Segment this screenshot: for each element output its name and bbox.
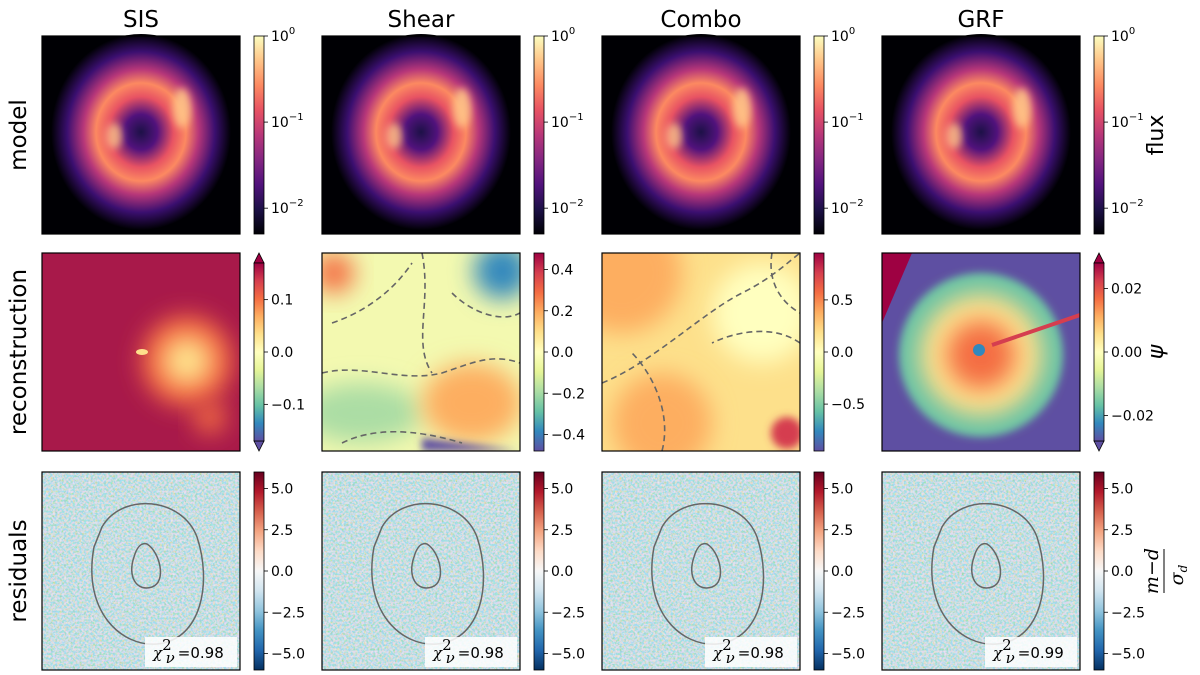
colorbar-tick-label: 2.5	[271, 523, 293, 539]
colorbar-tick-label: −0.2	[551, 386, 585, 402]
colorbar-tick-label: −5.0	[551, 647, 585, 663]
colorbar-tick-label: −2.5	[831, 605, 865, 621]
column-title-combo: Combo	[660, 7, 741, 33]
colorbar-tick-label: 0.00	[1111, 345, 1142, 361]
colorbar-reconstruction-shear: 0.4 0.2 0.0 −0.2 −0.4	[533, 252, 585, 452]
colorbar-tick-label: 0.0	[551, 345, 573, 361]
chi2-box	[145, 637, 237, 667]
colorbar-residuals-grf: 5.0 2.5 0.0 −2.5 −5.0	[1093, 471, 1145, 671]
panel-reconstruction-combo	[601, 252, 801, 452]
colorbar-tick-label: 10−1	[551, 112, 584, 131]
colorbar-tick-label: 10−2	[551, 198, 584, 217]
colorbar-tick-label: 10−2	[831, 198, 864, 217]
panel-model-shear	[321, 34, 521, 235]
colorbar-tick-label: 100	[271, 26, 295, 45]
colorbar-model-grf: 100 10−1 10−2	[1093, 26, 1144, 235]
colorbar-tick-label: 2.5	[1111, 523, 1133, 539]
row-label-model: model	[6, 99, 32, 171]
colorbar-tick-label: −5.0	[1111, 647, 1145, 663]
colorbar-tick-label: −0.5	[831, 397, 865, 413]
panel-residuals-combo: χ2 ν =0.98	[601, 471, 801, 671]
colorbar-tick-label: 100	[551, 26, 575, 45]
colorbar-labels: flux ψ m−d σd	[1141, 115, 1190, 594]
colorbar-tick-label: 0.5	[831, 293, 853, 309]
colorbar-reconstruction-sis: 0.1 0.0 −0.1	[253, 252, 305, 452]
colorbar-reconstruction-grf: 0.02 0.00 −0.02	[1093, 252, 1154, 452]
column-title-grf: GRF	[957, 7, 1004, 33]
colorbar-tick-label: 5.0	[1111, 482, 1133, 498]
colorbar-tick-label: −2.5	[271, 605, 305, 621]
colorbar-tick-label: 5.0	[551, 482, 573, 498]
colorbar-tick-label: 10−1	[1111, 112, 1144, 131]
colorbar-label-flux: flux	[1144, 115, 1169, 156]
chi2-annotation: χ2 ν =0.98	[152, 636, 224, 667]
colorbar-residuals-shear: 5.0 2.5 0.0 −2.5 −5.0	[533, 471, 585, 671]
chi2-annotation: χ2 ν =0.99	[992, 636, 1064, 667]
colorbar-tick-label: 0.0	[1111, 564, 1133, 580]
colorbar-tick-label: 0.02	[1111, 281, 1142, 297]
column-titles: SIS Shear Combo GRF	[123, 7, 1005, 33]
svg-text:σd: σd	[1166, 564, 1190, 585]
colorbar-tick-label: 0.2	[551, 304, 573, 320]
panel-residuals-grf: χ2 ν =0.99	[881, 471, 1081, 671]
colorbar-model-shear: 100 10−1 10−2	[533, 26, 584, 235]
colorbar-tick-label: −5.0	[831, 647, 865, 663]
row-label-reconstruction: reconstruction	[6, 269, 32, 435]
colorbar-tick-label: 10−2	[1111, 198, 1144, 217]
panel-reconstruction-grf	[881, 252, 1081, 452]
colorbar-label-residual: m−d σd	[1141, 548, 1190, 594]
row-label-residuals: residuals	[6, 519, 32, 622]
panel-residuals-sis: χ2 ν =0.98	[41, 471, 241, 671]
colorbar-tick-label: −2.5	[551, 605, 585, 621]
colorbar-tick-label: 0.0	[271, 345, 293, 361]
chi2-box	[985, 637, 1077, 667]
colorbar-tick-label: 100	[831, 26, 855, 45]
panel-model-combo	[601, 34, 801, 235]
colorbar-tick-label: 0.1	[271, 293, 293, 309]
colorbar-label-psi: ψ	[1144, 344, 1169, 359]
panels: 100 10−1 10−2 100 10−1 10−2 100 10−1 10−2 100 10−1…	[41, 26, 1154, 671]
column-title-shear: Shear	[388, 7, 455, 33]
panel-model-grf	[881, 34, 1081, 235]
colorbar-model-sis: 100 10−1 10−2	[253, 26, 304, 235]
chi2-annotation: χ2 ν =0.98	[432, 636, 504, 667]
colorbar-tick-label: −0.1	[271, 397, 305, 413]
chi2-box	[705, 637, 797, 667]
colorbar-tick-label: 0.0	[551, 564, 573, 580]
panel-residuals-shear: χ2 ν =0.98	[321, 471, 521, 671]
svg-text:m−d: m−d	[1141, 548, 1163, 594]
colorbar-tick-label: −0.02	[1111, 409, 1154, 425]
panel-reconstruction-shear	[321, 252, 521, 452]
row-labels: model reconstruction residuals	[6, 99, 32, 622]
colorbar-tick-label: 100	[1111, 26, 1135, 45]
colorbar-residuals-sis: 5.0 2.5 0.0 −2.5 −5.0	[253, 471, 305, 671]
colorbar-tick-label: 0.4	[551, 263, 573, 279]
colorbar-tick-label: 10−1	[831, 112, 864, 131]
colorbar-model-combo: 100 10−1 10−2	[813, 26, 864, 235]
colorbar-tick-label: 2.5	[831, 523, 853, 539]
colorbar-tick-label: 0.0	[831, 564, 853, 580]
chi2-annotation: χ2 ν =0.98	[712, 636, 784, 667]
colorbar-tick-label: 5.0	[271, 482, 293, 498]
colorbar-reconstruction-combo: 0.5 0.0 −0.5	[813, 252, 865, 452]
chi2-box	[425, 637, 517, 667]
colorbar-tick-label: −5.0	[271, 647, 305, 663]
panel-model-sis	[41, 34, 241, 235]
panel-reconstruction-sis	[41, 252, 241, 452]
colorbar-residuals-combo: 5.0 2.5 0.0 −2.5 −5.0	[813, 471, 865, 671]
colorbar-tick-label: 10−2	[271, 198, 304, 217]
colorbar-tick-label: 2.5	[551, 523, 573, 539]
colorbar-tick-label: 0.0	[831, 345, 853, 361]
colorbar-tick-label: 5.0	[831, 482, 853, 498]
colorbar-tick-label: 10−1	[271, 112, 304, 131]
colorbar-tick-label: −0.4	[551, 428, 585, 444]
colorbar-tick-label: 0.0	[271, 564, 293, 580]
column-title-sis: SIS	[123, 7, 159, 33]
colorbar-tick-label: −2.5	[1111, 605, 1145, 621]
